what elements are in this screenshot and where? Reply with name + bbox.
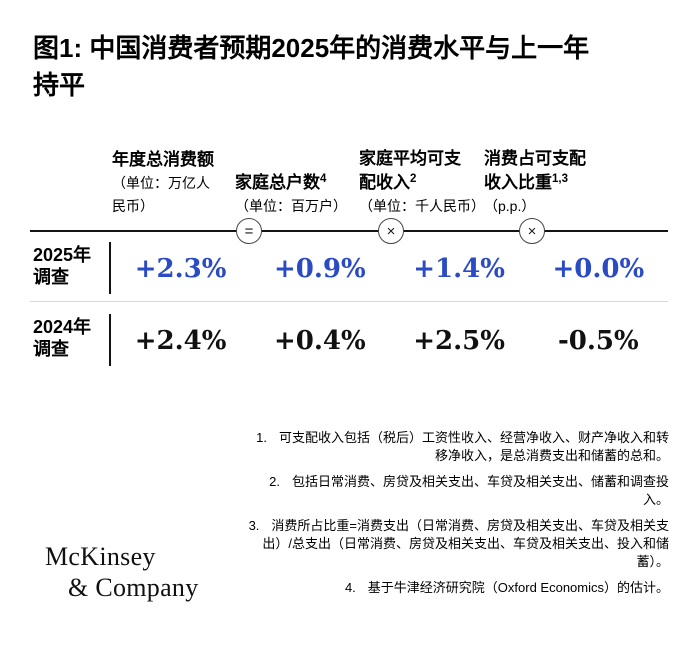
column-title: 家庭总户数4 [235, 173, 327, 192]
column-unit: （单位：百万户） [235, 198, 347, 214]
footnote: 2. 包括日常消费、房贷及相关支出、车贷及相关支出、储蓄和调查投入。 [244, 473, 669, 508]
table-row-2024: 2024年 调查 +2.4% +0.4% +2.5% -0.5% [33, 312, 668, 370]
logo-line: McKinsey [45, 542, 156, 571]
row-label-2024: 2024年 调查 [33, 312, 109, 370]
column-title: 消费占可支配 [484, 149, 586, 168]
table-row-2025: 2025年 调查 +2.3% +0.9% +1.4% +0.0% [33, 240, 668, 298]
value-cell: +1.4% [413, 254, 505, 284]
column-header-households: 家庭总户数4 （单位：百万户） [235, 171, 357, 218]
row-values-2025: +2.3% +0.9% +1.4% +0.0% [111, 240, 668, 298]
equals-operator-icon: = [236, 218, 262, 244]
footnote-text: 包括日常消费、房贷及相关支出、车贷及相关支出、储蓄和调查投入。 [291, 474, 669, 507]
title-line: 持平 [33, 70, 86, 100]
value-cell: +0.0% [552, 254, 645, 284]
value-cell: +2.3% [134, 254, 227, 284]
value-cell: +0.9% [274, 254, 366, 284]
value-cell: +2.4% [134, 326, 227, 356]
column-title: 配收入2 [359, 173, 417, 192]
column-title: 收入比重1,3 [484, 173, 568, 192]
column-header-total-consumption: 年度总消费额 （单位：万亿人 民币） [112, 148, 220, 218]
mckinsey-logo: McKinsey & Company [45, 541, 199, 603]
multiply-operator-icon: × [378, 218, 404, 244]
row-label-line: 2025年 [33, 245, 92, 265]
footnote-ref: 1,3 [552, 173, 568, 185]
value-cell: -0.5% [558, 326, 639, 356]
row-label-line: 2024年 [33, 317, 92, 337]
equation-line [30, 230, 668, 232]
logo-line: & Company [68, 573, 199, 602]
value-cell: +0.4% [274, 326, 366, 356]
footnote-ref: 4 [320, 173, 327, 185]
footnotes: 1. 可支配收入包括（税后）工资性收入、经营净收入、财产净收入和转移净收入，是总消… [244, 429, 669, 606]
value-cell: +2.5% [413, 326, 505, 356]
row-divider [109, 242, 111, 294]
column-title: 年度总消费额 [112, 150, 214, 169]
column-headers: 年度总消费额 （单位：万亿人 民币） 家庭总户数4 （单位：百万户） 家庭平均可… [0, 132, 700, 218]
column-header-disposable-income: 家庭平均可支 配收入2 （单位：千人民币） [359, 147, 485, 218]
footnote-text: 消费所占比重=消费支出（日常消费、房贷及相关支出、车贷及相关支出）/总支出（日常… [262, 518, 669, 569]
row-label-line: 调查 [33, 339, 69, 359]
multiply-operator-icon: × [519, 218, 545, 244]
column-unit: （p.p.） [484, 198, 536, 214]
row-divider [109, 314, 111, 366]
footnote-ref: 2 [410, 173, 417, 185]
row-values-2024: +2.4% +0.4% +2.5% -0.5% [111, 312, 668, 370]
footnote: 3. 消费所占比重=消费支出（日常消费、房贷及相关支出、车贷及相关支出）/总支出（… [244, 517, 669, 570]
footnote: 4. 基于牛津经济研究院（Oxford Economics）的估计。 [244, 579, 669, 597]
column-unit: 民币） [112, 198, 154, 214]
footnote-text: 可支配收入包括（税后）工资性收入、经营净收入、财产净收入和转移净收入，是总消费支… [278, 430, 669, 463]
footnote-number: 2. [269, 474, 280, 490]
footnote-number: 3. [248, 518, 260, 534]
column-header-consumption-share: 消费占可支配 收入比重1,3 （p.p.） [484, 147, 616, 218]
footnote: 1. 可支配收入包括（税后）工资性收入、经营净收入、财产净收入和转移净收入，是总消… [244, 429, 669, 464]
exhibit-title: 图1: 中国消费者预期2025年的消费水平与上一年 持平 [33, 30, 633, 104]
column-title: 家庭平均可支 [359, 149, 461, 168]
row-separator [30, 301, 668, 302]
footnote-number: 4. [344, 580, 356, 596]
footnote-text: 基于牛津经济研究院（Oxford Economics）的估计。 [367, 580, 669, 596]
row-label-2025: 2025年 调查 [33, 240, 109, 298]
row-label-line: 调查 [33, 267, 69, 287]
column-unit: （单位：万亿人 [112, 175, 210, 191]
title-line: 图1: 中国消费者预期2025年的消费水平与上一年 [33, 33, 590, 63]
footnote-number: 1. [256, 430, 267, 445]
column-unit: （单位：千人民币） [359, 198, 485, 214]
